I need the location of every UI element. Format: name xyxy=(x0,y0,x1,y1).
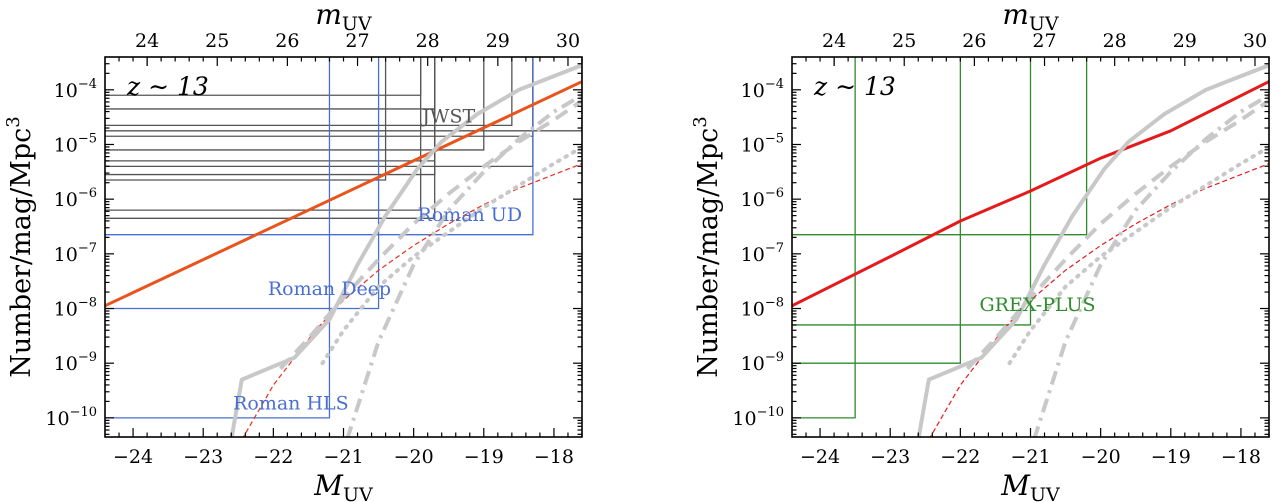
y-tick-label: 10−4 xyxy=(54,77,97,102)
survey-label: Roman Deep xyxy=(268,278,391,300)
series-line-obs-dotted xyxy=(320,145,582,366)
survey-jwst xyxy=(105,57,582,219)
x-tick-label: −24 xyxy=(800,446,840,468)
top-tick-label: 30 xyxy=(556,30,580,52)
series-line-obs-dashed xyxy=(278,99,582,371)
survey-limit-line xyxy=(792,57,962,364)
x-tick-label: −19 xyxy=(1151,446,1191,468)
plot-area xyxy=(792,57,1269,437)
top-tick-label: 24 xyxy=(135,30,159,52)
x-tick-label: −21 xyxy=(323,446,363,468)
x-tick-label: −23 xyxy=(870,446,910,468)
y-axis-label: Number/mag/Mpc3 xyxy=(690,116,724,377)
top-tick-label: 29 xyxy=(1173,30,1197,52)
x-tick-label: −22 xyxy=(940,446,980,468)
y-axis-label: Number/mag/Mpc3 xyxy=(3,116,37,377)
top-tick-label: 25 xyxy=(205,30,229,52)
series-line-obs-dotted xyxy=(1007,145,1269,366)
x-tick-label: −18 xyxy=(534,446,574,468)
survey-label: JWST xyxy=(420,106,475,128)
x-tick-label: −19 xyxy=(464,446,504,468)
series-line-model-thick xyxy=(792,80,1269,308)
top-tick-label: 27 xyxy=(345,30,369,52)
survey-grex-plus xyxy=(792,57,1088,419)
top-tick-label: 26 xyxy=(962,30,986,52)
y-tick-label: 10−7 xyxy=(741,241,784,266)
x-tick-label: −22 xyxy=(253,446,293,468)
x-tick-label: −24 xyxy=(113,446,153,468)
survey-limit-line xyxy=(105,57,534,236)
y-tick-label: 10−10 xyxy=(45,405,97,430)
x-tick-label: −20 xyxy=(1081,446,1121,468)
y-tick-label: 10−9 xyxy=(741,350,784,375)
top-tick-label: 27 xyxy=(1032,30,1056,52)
survey-label: Roman HLS xyxy=(233,393,349,415)
top-tick-label: 26 xyxy=(275,30,299,52)
series-line-obs-dashed xyxy=(965,99,1269,371)
x-axis-label: MUV xyxy=(1000,469,1060,502)
survey-roman-deep xyxy=(105,57,380,310)
top-tick-label: 30 xyxy=(1243,30,1267,52)
x-tick-label: −21 xyxy=(1010,446,1050,468)
y-tick-label: 10−6 xyxy=(54,186,97,211)
top-tick-label: 24 xyxy=(822,30,846,52)
survey-limit-line xyxy=(105,57,436,219)
top-tick-label: 28 xyxy=(1103,30,1127,52)
chart-panel-left: JWST Roman UD Roman Deep Roman HLS −24 −23 −22… xyxy=(3,0,583,502)
survey-limit-line xyxy=(792,57,1088,236)
survey-label: Roman UD xyxy=(417,204,522,226)
survey-limit-line xyxy=(105,57,380,310)
survey-limit-line xyxy=(792,57,856,419)
series-line-model-thick xyxy=(105,80,582,308)
survey-limit-line xyxy=(105,57,582,132)
survey-limit-line xyxy=(792,57,1032,326)
series-line-obs-dashdot xyxy=(345,93,582,437)
series-line-model-dashed-thin xyxy=(929,163,1269,437)
survey-limit-line xyxy=(105,57,422,211)
y-tick-label: 10−5 xyxy=(54,131,97,156)
x-tick-label: −23 xyxy=(183,446,223,468)
top-tick-label: 29 xyxy=(486,30,510,52)
series-line-obs-solid xyxy=(229,63,582,437)
survey-label: GREX-PLUS xyxy=(980,294,1096,316)
survey-limit-line xyxy=(105,57,513,126)
y-tick-label: 10−6 xyxy=(741,186,784,211)
x-tick-label: −20 xyxy=(394,446,434,468)
survey-limit-line xyxy=(105,57,331,419)
top-tick-label: 25 xyxy=(892,30,916,52)
chart-panel-right: GREX-PLUS −24 −23 −22 −21 −20 −19 −18 24 25 26 27 28… xyxy=(690,0,1270,502)
survey-limit-line xyxy=(105,57,387,181)
plot-area xyxy=(105,57,582,437)
x-axis-label: MUV xyxy=(313,469,373,502)
y-tick-label: 10−7 xyxy=(54,241,97,266)
top-tick-label: 28 xyxy=(416,30,440,52)
survey-roman-ud xyxy=(105,57,534,236)
series-line-obs-solid xyxy=(916,63,1269,437)
panel-annotation: z ∼ 13 xyxy=(126,72,209,101)
panel-annotation: z ∼ 13 xyxy=(813,72,896,101)
survey-limit-line xyxy=(105,57,485,151)
series-line-model-dashed-thin xyxy=(242,163,582,437)
survey-roman-hls xyxy=(105,57,331,419)
y-tick-label: 10−10 xyxy=(732,405,784,430)
y-tick-label: 10−4 xyxy=(741,77,784,102)
y-tick-label: 10−9 xyxy=(54,350,97,375)
y-tick-label: 10−5 xyxy=(741,131,784,156)
y-tick-label: 10−8 xyxy=(54,296,97,321)
x-tick-label: −18 xyxy=(1221,446,1261,468)
top-axis-label: mUV xyxy=(1002,0,1059,35)
y-tick-label: 10−8 xyxy=(741,296,784,321)
top-axis-label: mUV xyxy=(315,0,372,35)
series-line-obs-dashdot xyxy=(1032,93,1269,437)
